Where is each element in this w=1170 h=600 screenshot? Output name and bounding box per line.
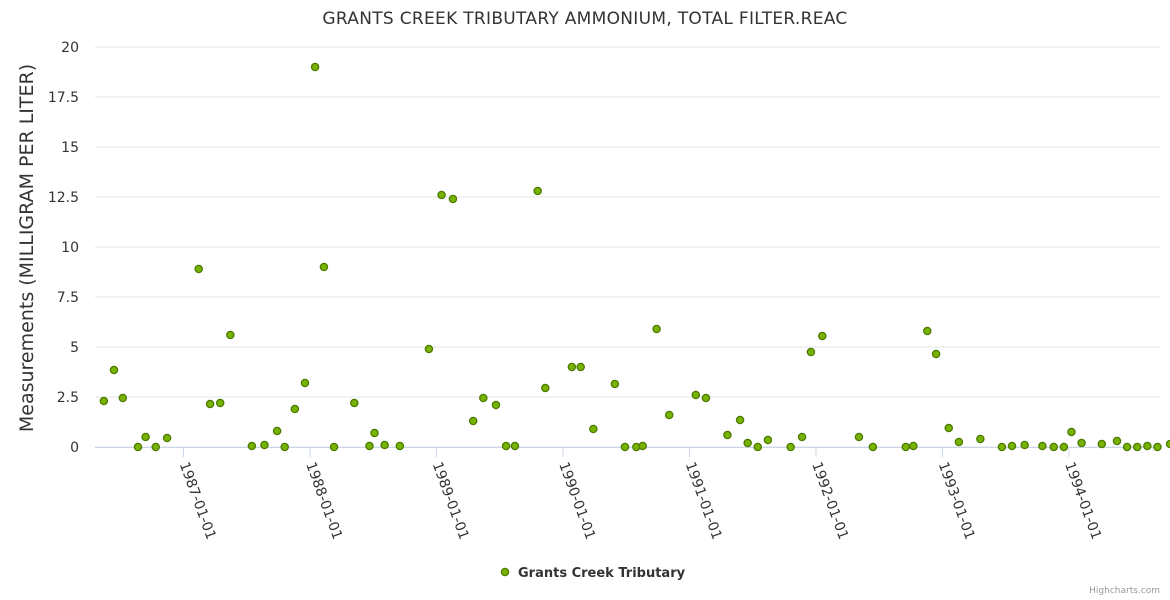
data-point[interactable] bbox=[1153, 442, 1162, 452]
data-point[interactable] bbox=[1049, 442, 1059, 452]
data-point[interactable] bbox=[380, 440, 389, 450]
data-point[interactable] bbox=[1143, 441, 1152, 451]
y-tick-label: 20 bbox=[61, 40, 79, 56]
data-point[interactable] bbox=[141, 432, 150, 442]
data-point[interactable] bbox=[1038, 441, 1047, 451]
data-point[interactable] bbox=[448, 194, 458, 204]
data-point[interactable] bbox=[797, 432, 807, 442]
data-point[interactable] bbox=[533, 186, 542, 196]
data-point[interactable] bbox=[247, 441, 257, 451]
data-point[interactable] bbox=[365, 441, 374, 451]
data-point[interactable] bbox=[226, 330, 235, 340]
y-tick-label: 7.5 bbox=[57, 290, 79, 306]
data-point[interactable] bbox=[215, 398, 225, 408]
data-point[interactable] bbox=[437, 190, 446, 200]
y-tick-label: 17.5 bbox=[48, 90, 79, 106]
data-point[interactable] bbox=[194, 264, 203, 274]
data-point[interactable] bbox=[567, 362, 577, 372]
data-point[interactable] bbox=[909, 441, 918, 451]
legend-marker bbox=[500, 567, 510, 577]
y-tick-label: 2.5 bbox=[57, 390, 79, 406]
data-point[interactable] bbox=[638, 441, 647, 451]
credits-link[interactable]: Highcharts.com bbox=[1089, 586, 1160, 596]
data-point[interactable] bbox=[151, 442, 160, 452]
data-point[interactable] bbox=[854, 432, 864, 442]
data-point[interactable] bbox=[818, 331, 827, 341]
data-point[interactable] bbox=[1165, 439, 1170, 449]
y-axis-label: Measurements (MILLIGRAM PER LITER) bbox=[16, 64, 38, 432]
data-point[interactable] bbox=[260, 440, 269, 450]
data-point[interactable] bbox=[501, 441, 511, 451]
data-point[interactable] bbox=[350, 398, 359, 408]
data-point[interactable] bbox=[664, 410, 674, 420]
data-point[interactable] bbox=[1132, 442, 1142, 452]
y-tick-label: 5 bbox=[70, 340, 79, 356]
data-point[interactable] bbox=[763, 435, 773, 445]
data-point[interactable] bbox=[1112, 436, 1122, 446]
data-point[interactable] bbox=[997, 442, 1007, 452]
data-point[interactable] bbox=[109, 365, 119, 375]
data-point[interactable] bbox=[310, 62, 320, 72]
legend[interactable]: Grants Creek Tributary bbox=[500, 566, 686, 581]
data-point[interactable] bbox=[290, 404, 300, 414]
data-point[interactable] bbox=[735, 415, 745, 425]
data-point[interactable] bbox=[133, 442, 143, 452]
data-point[interactable] bbox=[329, 442, 339, 452]
data-point[interactable] bbox=[701, 393, 711, 403]
data-point[interactable] bbox=[620, 442, 630, 452]
data-point[interactable] bbox=[868, 442, 878, 452]
data-point[interactable] bbox=[786, 442, 795, 452]
data-point[interactable] bbox=[491, 400, 501, 410]
data-point[interactable] bbox=[468, 416, 478, 426]
data-point[interactable] bbox=[510, 441, 520, 451]
data-point[interactable] bbox=[1122, 442, 1132, 452]
data-point[interactable] bbox=[319, 262, 329, 272]
y-tick-label: 0 bbox=[70, 440, 79, 456]
data-point[interactable] bbox=[610, 379, 620, 389]
data-point[interactable] bbox=[944, 423, 954, 433]
data-point[interactable] bbox=[300, 378, 310, 388]
data-point[interactable] bbox=[652, 324, 661, 334]
data-point[interactable] bbox=[205, 399, 215, 409]
data-point[interactable] bbox=[99, 396, 109, 406]
data-point[interactable] bbox=[280, 442, 289, 452]
data-point[interactable] bbox=[931, 349, 941, 359]
data-point[interactable] bbox=[1077, 438, 1086, 448]
y-axis-ticks: 0 2.5 5 7.5 10 12.5 15 17.5 20 bbox=[48, 40, 79, 456]
data-point[interactable] bbox=[723, 430, 732, 440]
y-tick-label: 15 bbox=[61, 140, 79, 156]
y-tick-label: 10 bbox=[61, 240, 79, 256]
data-point[interactable] bbox=[395, 441, 405, 451]
data-point[interactable] bbox=[1059, 442, 1069, 452]
data-point[interactable] bbox=[541, 383, 550, 393]
chart-title: GRANTS CREEK TRIBUTARY AMMONIUM, TOTAL F… bbox=[322, 9, 847, 29]
data-point[interactable] bbox=[1067, 427, 1076, 437]
data-point[interactable] bbox=[424, 344, 434, 354]
data-point[interactable] bbox=[901, 442, 911, 452]
data-point[interactable] bbox=[118, 393, 128, 403]
data-point[interactable] bbox=[272, 426, 282, 436]
data-point[interactable] bbox=[691, 390, 701, 400]
legend-item-grants-creek-tributary[interactable]: Grants Creek Tributary bbox=[518, 566, 686, 581]
data-point[interactable] bbox=[370, 428, 379, 438]
data-point[interactable] bbox=[976, 434, 985, 444]
y-tick-label: 12.5 bbox=[48, 190, 79, 206]
data-point[interactable] bbox=[923, 326, 932, 336]
data-point[interactable] bbox=[576, 362, 585, 372]
data-points[interactable] bbox=[99, 62, 1170, 452]
data-point[interactable] bbox=[479, 393, 488, 403]
data-point[interactable] bbox=[589, 424, 598, 434]
data-point[interactable] bbox=[743, 438, 752, 448]
data-point[interactable] bbox=[806, 347, 816, 357]
data-point[interactable] bbox=[753, 442, 763, 452]
data-point[interactable] bbox=[162, 433, 172, 443]
data-point[interactable] bbox=[1007, 441, 1017, 451]
data-point[interactable] bbox=[1020, 440, 1029, 450]
data-point[interactable] bbox=[1097, 439, 1107, 449]
data-point[interactable] bbox=[954, 437, 964, 447]
